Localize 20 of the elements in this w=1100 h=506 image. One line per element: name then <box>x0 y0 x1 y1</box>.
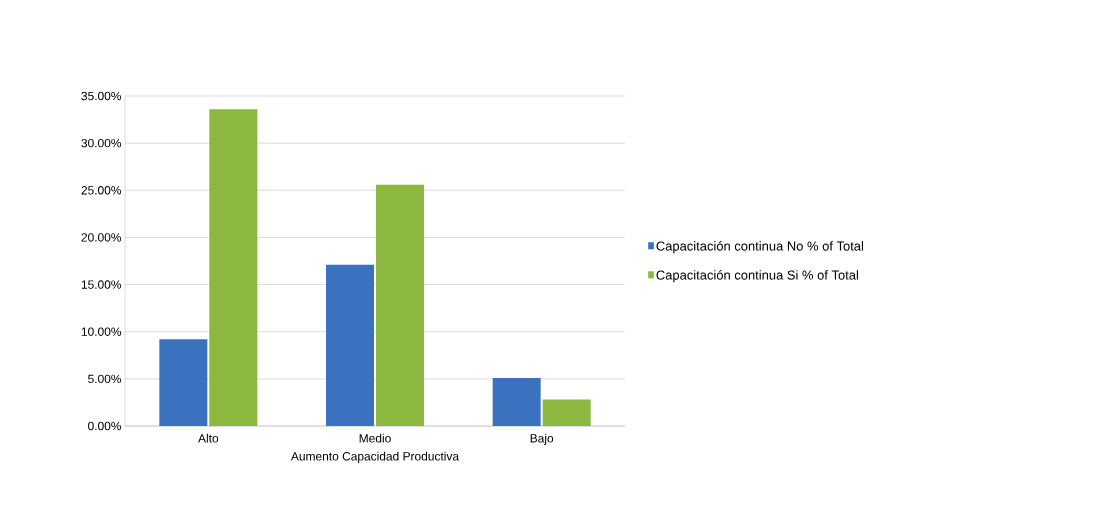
bar <box>159 339 208 426</box>
y-tick-label: 35.00% <box>81 91 122 101</box>
y-tick-label: 20.00% <box>81 233 122 242</box>
y-tick-label: 0.00% <box>88 421 122 431</box>
x-tick-label: Medio <box>359 433 391 443</box>
y-tick-label: 15.00% <box>81 280 122 289</box>
x-tick-label: Alto <box>198 433 219 443</box>
x-axis-title: Aumento Capacidad Productiva <box>290 451 460 463</box>
x-tick-label: Bajo <box>530 433 554 445</box>
bar <box>326 264 375 426</box>
y-tick-label: 5.00% <box>88 374 122 384</box>
bar <box>209 109 258 426</box>
y-tick-label: 10.00% <box>81 327 122 336</box>
bar <box>492 377 541 426</box>
bar <box>542 399 591 426</box>
bar <box>376 184 424 426</box>
y-tick-label: 25.00% <box>81 186 122 195</box>
legend-label: Capacitación continua Si % of Total <box>656 270 858 283</box>
y-tick-label: 30.00% <box>81 138 122 148</box>
legend-label: Capacitación continua No % of Total <box>656 240 864 254</box>
